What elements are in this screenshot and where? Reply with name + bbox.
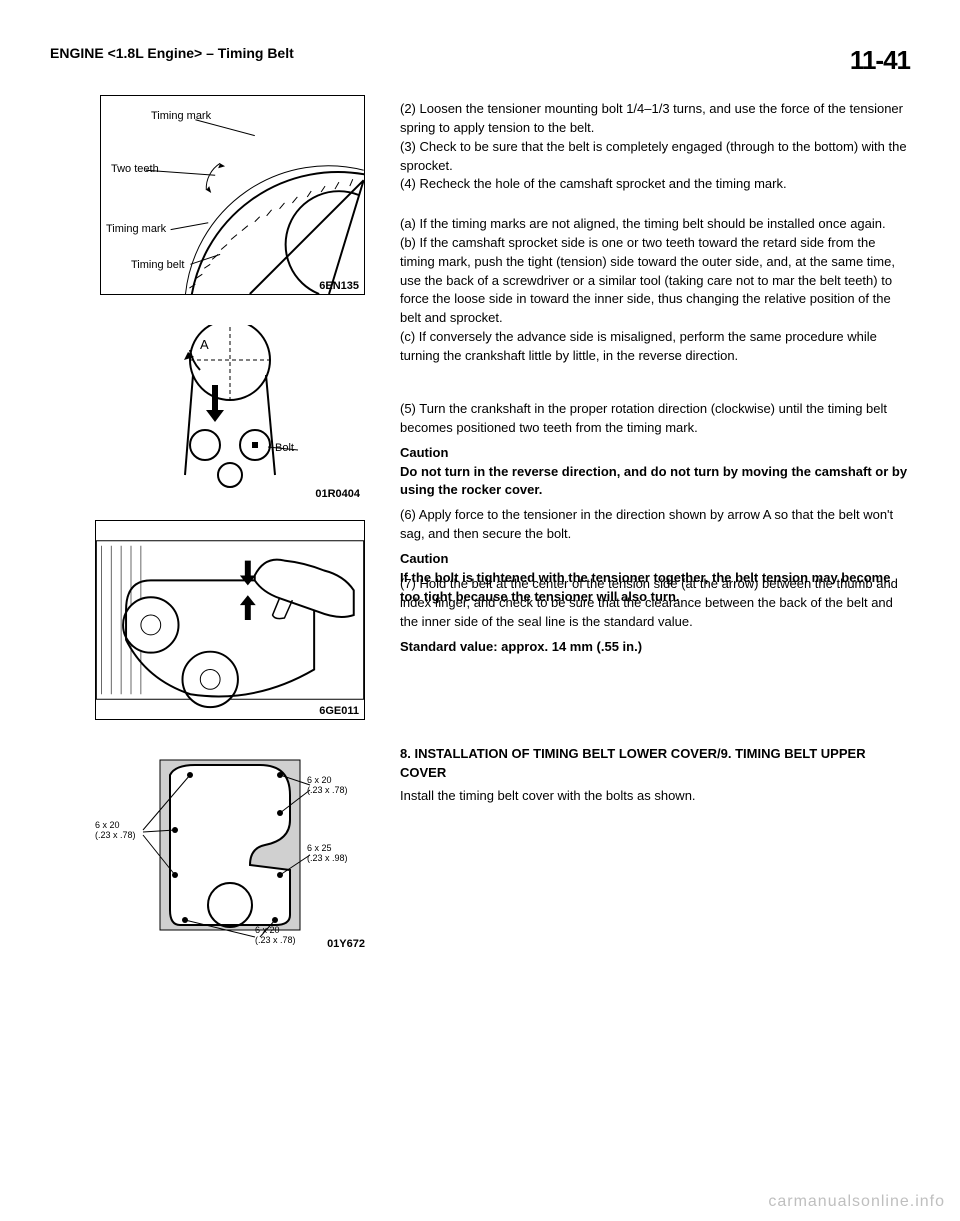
page-header: ENGINE <1.8L Engine> – Timing Belt 11-41 xyxy=(0,45,960,76)
header-title: ENGINE <1.8L Engine> – Timing Belt xyxy=(50,45,294,61)
figure-cover-bolts: 6 x 20 (.23 x .78) 6 x 20 (.23 x .78) 6 … xyxy=(95,745,365,945)
standard-value-line: Standard value: approx. 14 mm (.55 in.) xyxy=(400,638,910,657)
label-timing-mark-top: Timing mark xyxy=(151,110,211,122)
label-bolt: Bolt xyxy=(275,442,294,454)
dim-mid-right: 6 x 25 (.23 x .98) xyxy=(307,843,348,863)
figure3-code: 6GE011 xyxy=(319,705,359,717)
instruction-block-1: (2) Loosen the tensioner mounting bolt 1… xyxy=(400,100,910,194)
std-value-label: Standard value: xyxy=(400,639,498,654)
figure-timing-mark-sprocket: Timing mark Two teeth Timing mark Timing… xyxy=(100,95,365,295)
watermark: carmanualsonline.info xyxy=(768,1193,945,1211)
page-number: 11-41 xyxy=(850,45,910,76)
belt-check-diagram xyxy=(96,521,364,719)
step-5: (5) Turn the crankshaft in the proper ro… xyxy=(400,400,910,438)
label-timing-belt: Timing belt xyxy=(131,259,184,271)
section-heading: 8. INSTALLATION OF TIMING BELT LOWER COV… xyxy=(400,745,910,783)
figure2-code: 01R0404 xyxy=(315,488,360,500)
label-a: A xyxy=(200,337,209,352)
figure4-code: 01Y672 xyxy=(327,938,365,950)
instruction-block-2: (a) If the timing marks are not aligned,… xyxy=(400,215,910,366)
step-7: (7) Hold the belt at the center of the t… xyxy=(400,575,910,632)
step-6: (6) Apply force to the tensioner in the … xyxy=(400,506,910,544)
label-timing-mark-bottom: Timing mark xyxy=(106,223,166,235)
dim-bottom: 6 x 20 (.23 x .78) xyxy=(255,925,296,945)
instruction-block-5: 8. INSTALLATION OF TIMING BELT LOWER COV… xyxy=(400,745,910,806)
figure-tensioner: A Bolt 01R0404 xyxy=(100,325,365,500)
figure1-code: 6EN135 xyxy=(319,280,359,292)
dim-top-right: 6 x 20 (.23 x .78) xyxy=(307,775,348,795)
std-value: approx. 14 mm (.55 in.) xyxy=(501,639,642,654)
label-two-teeth: Two teeth xyxy=(111,163,159,175)
tensioner-diagram xyxy=(100,325,365,500)
caution-1: Caution Do not turn in the reverse direc… xyxy=(400,444,910,501)
dim-left: 6 x 20 (.23 x .78) xyxy=(95,820,136,840)
instruction-block-4: (7) Hold the belt at the center of the t… xyxy=(400,575,910,656)
section-text: Install the timing belt cover with the b… xyxy=(400,787,910,806)
figure-belt-check: 6GE011 xyxy=(95,520,365,720)
